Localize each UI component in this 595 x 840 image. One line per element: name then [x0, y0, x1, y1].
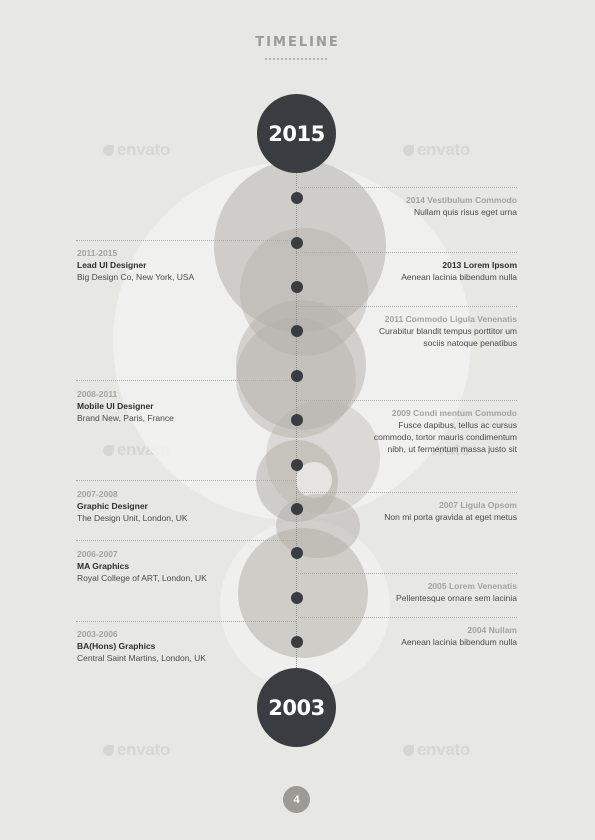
connector-line [296, 573, 517, 574]
entry-role: Lead UI Designer [77, 260, 147, 270]
entry-place: Central Saint Martins, London, UK [77, 653, 206, 663]
connector-line [76, 621, 296, 622]
connector-line [296, 617, 517, 618]
timeline-dot [291, 592, 303, 604]
entry-years: 2007-2008 [77, 489, 118, 499]
entry-heading: 2005 Lorem Venenatis [427, 581, 517, 591]
timeline-circle [238, 528, 368, 658]
timeline-dot [291, 459, 303, 471]
connector-line [296, 400, 517, 401]
connector-line [76, 380, 296, 381]
watermark: envato [403, 740, 470, 760]
entry-place: Royal College of ART, London, UK [77, 573, 207, 583]
timeline-dot [291, 636, 303, 648]
connector-line [296, 187, 517, 188]
entry-heading: 2007 Ligula Opsom [439, 500, 517, 510]
left-entry: 2011-2015 Lead UI Designer Big Design Co… [77, 247, 277, 283]
timeline-dot [291, 503, 303, 515]
entry-role: Mobile UI Designer [77, 401, 154, 411]
timeline-dot [291, 547, 303, 559]
connector-line [76, 540, 296, 541]
envato-leaf-icon [403, 145, 414, 156]
left-entry: 2006-2007 MA Graphics Royal College of A… [77, 548, 277, 584]
entry-years: 2003-2006 [77, 629, 118, 639]
right-entry: 2013 Lorem Ipsom Aenean lacinia bibendum… [317, 259, 517, 283]
timeline-dot [291, 370, 303, 382]
envato-leaf-icon [103, 445, 114, 456]
entry-text: Aenean lacinia bibendum nulla [401, 272, 517, 282]
right-entry: 2004 Nullam Aenean lacinia bibendum null… [317, 624, 517, 648]
watermark: envato [103, 740, 170, 760]
timeline-dot [291, 281, 303, 293]
entry-place: The Design Unit, London, UK [77, 513, 188, 523]
entry-text-line: nibh, ut fermentum massa justo sit [387, 444, 517, 454]
entry-years: 2008-2011 [77, 389, 118, 399]
right-entry: 2014 Vestibulum Commodo Nullam quis risu… [317, 194, 517, 218]
entry-place: Big Design Co, New York, USA [77, 272, 195, 282]
entry-text: Nullam quis risus eget urna [414, 207, 517, 217]
timeline-dot [291, 237, 303, 249]
entry-text-line: Fusce dapibus, tellus ac cursus [398, 420, 517, 430]
entry-role: MA Graphics [77, 561, 130, 571]
left-entry: 2003-2006 BA(Hons) Graphics Central Sain… [77, 628, 277, 664]
left-entry: 2007-2008 Graphic Designer The Design Un… [77, 488, 277, 524]
entry-years: 2006-2007 [77, 549, 118, 559]
page-title: TIMELINE [255, 35, 340, 50]
entry-text: Aenean lacinia bibendum nulla [401, 637, 517, 647]
timeline-circle [236, 300, 366, 430]
entry-place: Brand New, Paris, France [77, 413, 174, 423]
connector-line [76, 240, 296, 241]
envato-leaf-icon [103, 145, 114, 156]
right-entry: 2009 Condi mentum Commodo Fusce dapibus,… [317, 407, 517, 455]
envato-leaf-icon [403, 745, 414, 756]
left-entry: 2008-2011 Mobile UI Designer Brand New, … [77, 388, 277, 424]
timeline-dot [291, 414, 303, 426]
entry-years: 2011-2015 [77, 248, 118, 258]
entry-text: Non mi porta gravida at eget metus [384, 512, 517, 522]
timeline-dot [291, 192, 303, 204]
right-entry: 2005 Lorem Venenatis Pellentesque ornare… [317, 580, 517, 604]
right-entry: 2007 Ligula Opsom Non mi porta gravida a… [317, 499, 517, 523]
connector-line [296, 306, 517, 307]
entry-heading: 2013 Lorem Ipsom [442, 260, 517, 270]
envato-leaf-icon [103, 745, 114, 756]
watermark: envato [103, 140, 170, 160]
entry-heading: 2011 Commodo Ligula Venenatis [384, 314, 517, 324]
entry-text-line: commodo, tortor mauris condimentum [373, 432, 517, 442]
year-end-circle: 2003 [257, 668, 336, 747]
entry-heading: 2009 Condi mentum Commodo [391, 408, 517, 418]
entry-role: BA(Hons) Graphics [77, 641, 156, 651]
entry-text-line: sociis natoque penatibus [423, 338, 517, 348]
title-underline [265, 58, 327, 60]
page-number: 4 [283, 786, 310, 813]
connector-line [76, 480, 296, 481]
entry-heading: 2004 Nullam [467, 625, 517, 635]
connector-line [296, 492, 517, 493]
watermark: envato [403, 140, 470, 160]
right-entry: 2011 Commodo Ligula Venenatis Curabitur … [317, 313, 517, 349]
entry-role: Graphic Designer [77, 501, 148, 511]
entry-text: Pellentesque ornare sem lacinia [396, 593, 517, 603]
entry-heading: 2014 Vestibulum Commodo [406, 195, 517, 205]
timeline-dot [291, 325, 303, 337]
year-start-circle: 2015 [257, 94, 336, 173]
connector-line [296, 252, 517, 253]
entry-text-line: Curabitur blandit tempus porttitor um [379, 326, 517, 336]
